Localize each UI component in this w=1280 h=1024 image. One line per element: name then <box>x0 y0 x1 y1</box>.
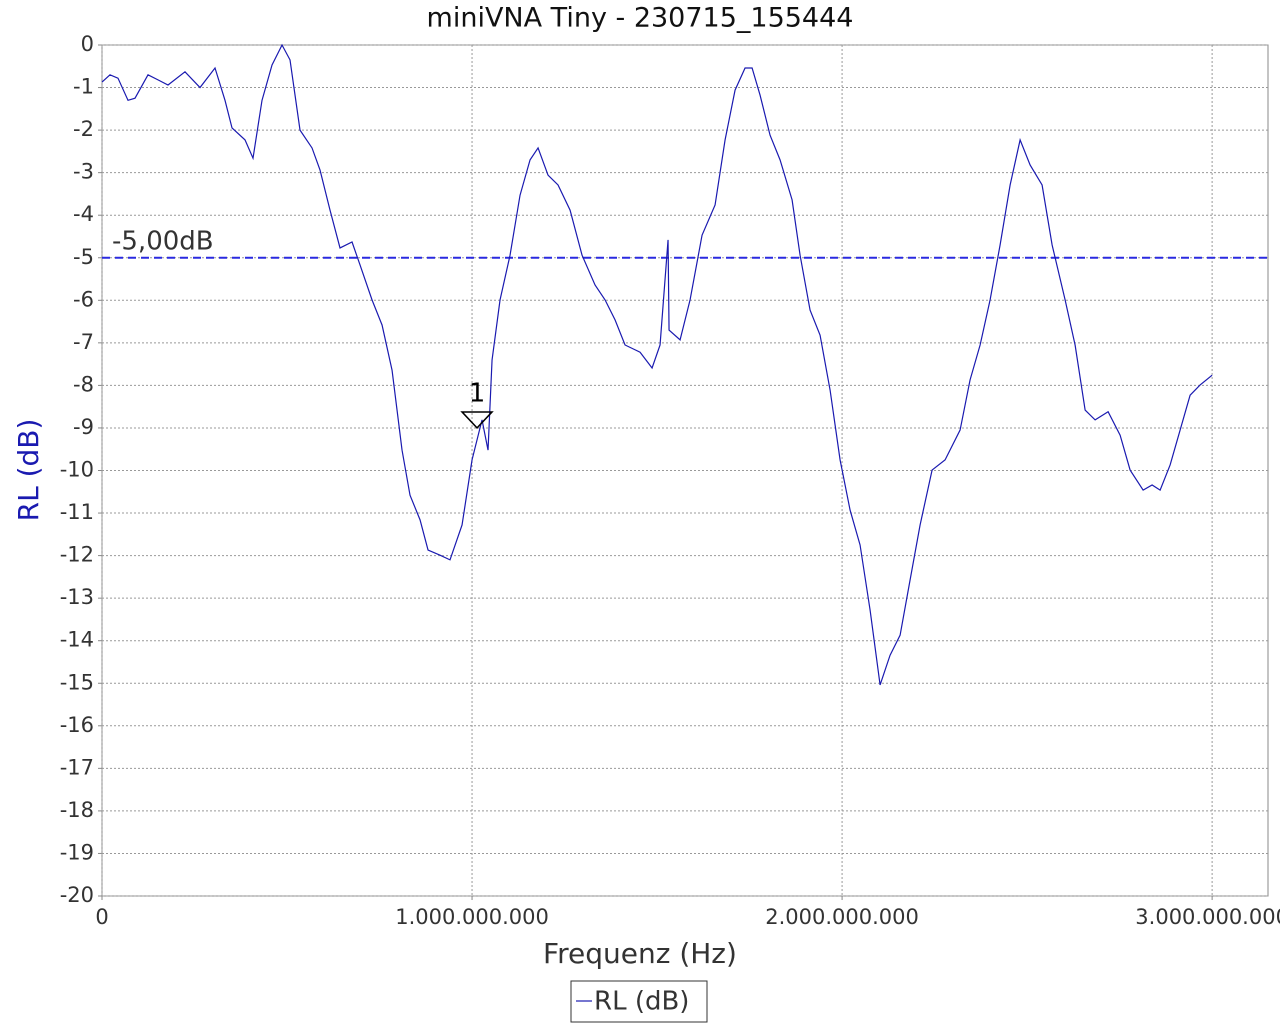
chart-title: miniVNA Tiny - 230715_155444 <box>427 3 854 34</box>
y-axis-label: RL (dB) <box>12 419 45 522</box>
y-tick-label: -17 <box>60 755 94 779</box>
y-tick-label: -10 <box>60 458 94 482</box>
y-tick-label: -9 <box>73 415 94 439</box>
y-tick-label: -6 <box>73 287 94 311</box>
y-tick-label: -1 <box>73 75 94 99</box>
x-axis-label: Frequenz (Hz) <box>543 937 737 970</box>
y-tick-label: -3 <box>73 160 94 184</box>
y-tick-label: -13 <box>60 585 94 609</box>
y-tick-label: -14 <box>60 628 94 652</box>
x-tick-label: 3.000.000.000 <box>1135 905 1280 929</box>
y-tick-label: -7 <box>73 330 94 354</box>
y-tick-label: -11 <box>60 500 94 524</box>
y-tick-label: -15 <box>60 670 94 694</box>
legend-label: RL (dB) <box>594 987 689 1017</box>
y-tick-label: -12 <box>60 543 94 567</box>
y-tick-label: -16 <box>60 713 94 737</box>
plot-area <box>101 44 1269 897</box>
x-tick-label: 2.000.000.000 <box>765 905 919 929</box>
marker-label: 1 <box>469 378 486 408</box>
y-tick-label: -4 <box>73 202 94 226</box>
x-tick-label: 0 <box>95 905 108 929</box>
marker <box>460 411 494 430</box>
data-line <box>101 43 1213 686</box>
y-tick-label: -20 <box>60 883 94 907</box>
y-tick-label: 0 <box>81 32 94 56</box>
y-tick-label: -18 <box>60 798 94 822</box>
y-tick-label: -8 <box>73 372 94 396</box>
y-tick-label: -5 <box>73 245 94 269</box>
reference-label: -5,00dB <box>112 226 214 256</box>
y-tick-label: -2 <box>73 117 94 141</box>
x-tick-label: 1.000.000.000 <box>395 905 549 929</box>
y-tick-label: -19 <box>60 840 94 864</box>
legend-box <box>570 980 708 1023</box>
